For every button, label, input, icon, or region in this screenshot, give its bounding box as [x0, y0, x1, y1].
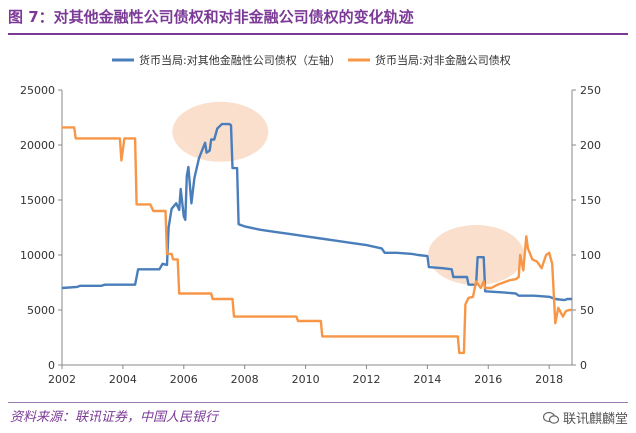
x-tick-label: 2004 [109, 373, 137, 386]
x-tick-label: 2010 [292, 373, 320, 386]
x-tick-label: 2014 [413, 373, 441, 386]
watermark: 联讯麒麟堂 [542, 408, 628, 427]
line-chart: 0 5000 10000 15000 20000 25000 0 50 100 150 200 250… [20, 53, 601, 386]
y-left-tick-label: 15000 [20, 194, 55, 207]
y-left-tick-label: 10000 [20, 249, 55, 262]
legend-label-2: 货币当局:对非金融公司债权 [375, 53, 511, 67]
x-tick-label: 2002 [48, 373, 76, 386]
title-rule [8, 33, 628, 35]
watermark-text: 联讯麒麟堂 [562, 412, 628, 427]
y-left-tick-label: 5000 [27, 304, 55, 317]
source-rule [8, 402, 628, 403]
y-right-tick-label: 50 [580, 304, 594, 317]
x-tick-label: 2006 [170, 373, 198, 386]
y-left-tick-label: 25000 [20, 84, 55, 97]
y-right-tick-label: 200 [580, 139, 601, 152]
legend-label-1: 货币当局:对其他金融性公司债权（左轴） [139, 53, 341, 67]
highlight-ellipses [172, 101, 525, 285]
y-right-tick-label: 0 [580, 359, 587, 372]
y-left-tick-label: 0 [48, 359, 55, 372]
y-right-tick-label: 100 [580, 249, 601, 262]
x-tick-label: 2016 [474, 373, 502, 386]
y-right-tick-label: 250 [580, 84, 601, 97]
axes: 0 5000 10000 15000 20000 25000 0 50 100 150 200 250… [20, 84, 601, 386]
x-tick-label: 2012 [352, 373, 380, 386]
legend: 货币当局:对其他金融性公司债权（左轴） 货币当局:对非金融公司债权 [112, 53, 511, 67]
figure-title: 图 7：对其他金融性公司债权和对非金融公司债权的变化轨迹 [8, 8, 414, 26]
y-left-tick-label: 20000 [20, 139, 55, 152]
x-tick-label: 2018 [535, 373, 563, 386]
highlight-ellipse-1 [172, 101, 269, 162]
series-line-1 [61, 122, 572, 302]
series-line-2 [62, 126, 572, 355]
source-note: 资料来源：联讯证券，中国人民银行 [10, 410, 219, 425]
x-tick-label: 2008 [231, 373, 259, 386]
series-lines [61, 122, 572, 355]
y-right-tick-label: 150 [580, 194, 601, 207]
wechat-icon [542, 411, 559, 424]
